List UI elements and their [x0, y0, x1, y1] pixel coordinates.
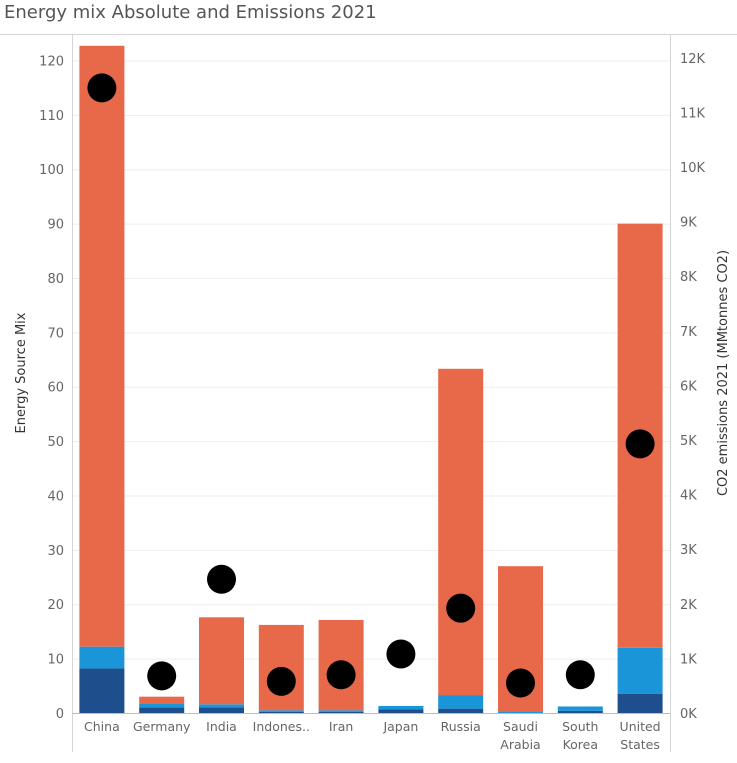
bar-segment — [258, 710, 304, 712]
y-tick-label: 40 — [47, 489, 64, 504]
y2-tick-label: 12K — [680, 52, 706, 67]
y2-tick-label: 7K — [680, 325, 697, 340]
axes-layer — [0, 34, 737, 752]
bar-segment — [438, 708, 484, 713]
bar-segment — [199, 707, 244, 713]
y2-tick-label: 6K — [680, 379, 697, 394]
y2-tick-label: 4K — [680, 489, 697, 504]
y2-tick-label: 3K — [680, 543, 697, 558]
bar-segment — [79, 646, 125, 669]
bar-segment — [378, 709, 424, 713]
y-tick-label: 80 — [47, 272, 64, 287]
bar-segment — [258, 711, 304, 713]
y-tick-label: 10 — [47, 653, 64, 668]
x-tick-label: United — [620, 719, 661, 734]
emission-point — [506, 668, 535, 698]
bar-segment — [199, 704, 244, 708]
y2-tick-label: 8K — [680, 270, 697, 285]
bar-segment — [139, 707, 185, 713]
bar-segment — [617, 693, 663, 713]
emission-point — [207, 564, 236, 594]
x-tick-label: States — [620, 737, 660, 752]
y-tick-label: 120 — [39, 54, 64, 69]
emission-point — [446, 593, 476, 623]
y2-axis-title: CO2 emissions 2021 (MMtonnes CO2) — [716, 250, 731, 496]
y-tick-label: 100 — [39, 163, 64, 178]
bar-segment — [438, 368, 484, 696]
bar-segment — [557, 710, 603, 713]
x-tick-label: South — [562, 719, 598, 734]
y-tick-label: 50 — [47, 435, 64, 450]
x-tick-label: Japan — [382, 719, 418, 734]
chart-title: Energy mix Absolute and Emissions 2021 — [4, 2, 377, 23]
y2-tick-label: 11K — [680, 106, 706, 121]
bar-segment — [318, 711, 364, 713]
y2-tick-label: 9K — [680, 216, 697, 231]
y-axis-title: Energy Source Mix — [14, 312, 29, 433]
y-tick-label: 20 — [47, 598, 64, 613]
ticks-layer: 0 10 20 30 40 50 60 70 80 90 100 110 120 0K 1K 2K 3K 4K 5K… — [39, 52, 705, 752]
emission-point — [147, 661, 177, 691]
bar-segment — [438, 695, 484, 709]
emission-point — [326, 660, 356, 690]
emission-point — [386, 639, 416, 669]
x-tick-label: Korea — [563, 737, 598, 752]
x-tick-label: India — [206, 719, 237, 734]
y-tick-label: 30 — [47, 544, 64, 559]
bars-layer — [79, 45, 663, 713]
bar-segment — [79, 668, 125, 713]
gridlines — [72, 60, 670, 660]
emission-point — [87, 73, 117, 103]
x-tick-label: Iran — [329, 719, 353, 734]
y-tick-label: 90 — [47, 218, 64, 233]
x-tick-label: China — [84, 719, 120, 734]
emission-point — [266, 666, 296, 696]
emission-point — [565, 660, 595, 690]
y2-tick-label: 2K — [680, 598, 697, 613]
bar-segment — [557, 706, 603, 711]
bar-segment — [498, 711, 543, 713]
y2-tick-label: 0K — [680, 707, 697, 722]
bar-segment — [617, 647, 663, 694]
bar-segment — [378, 705, 424, 710]
y2-tick-label: 1K — [680, 652, 697, 667]
y-tick-label: 60 — [47, 381, 64, 396]
emission-point — [625, 429, 655, 459]
bar-segment — [139, 696, 185, 704]
x-tick-label: Saudi — [503, 719, 538, 734]
y-tick-label: 0 — [56, 707, 64, 722]
x-tick-label: Russia — [441, 719, 481, 734]
bar-segment — [318, 710, 364, 712]
y-tick-label: 70 — [47, 326, 64, 341]
x-tick-label: Indones.. — [253, 719, 310, 734]
x-tick-label: Germany — [133, 719, 191, 734]
bar-segment — [199, 617, 244, 705]
bar-segment — [139, 703, 185, 708]
x-tick-label: Arabia — [500, 737, 540, 752]
emission-points-layer — [87, 73, 655, 698]
y2-tick-label: 5K — [680, 434, 697, 449]
y2-tick-label: 10K — [680, 161, 706, 176]
y-tick-label: 110 — [39, 109, 64, 124]
bar-segment — [79, 45, 125, 647]
